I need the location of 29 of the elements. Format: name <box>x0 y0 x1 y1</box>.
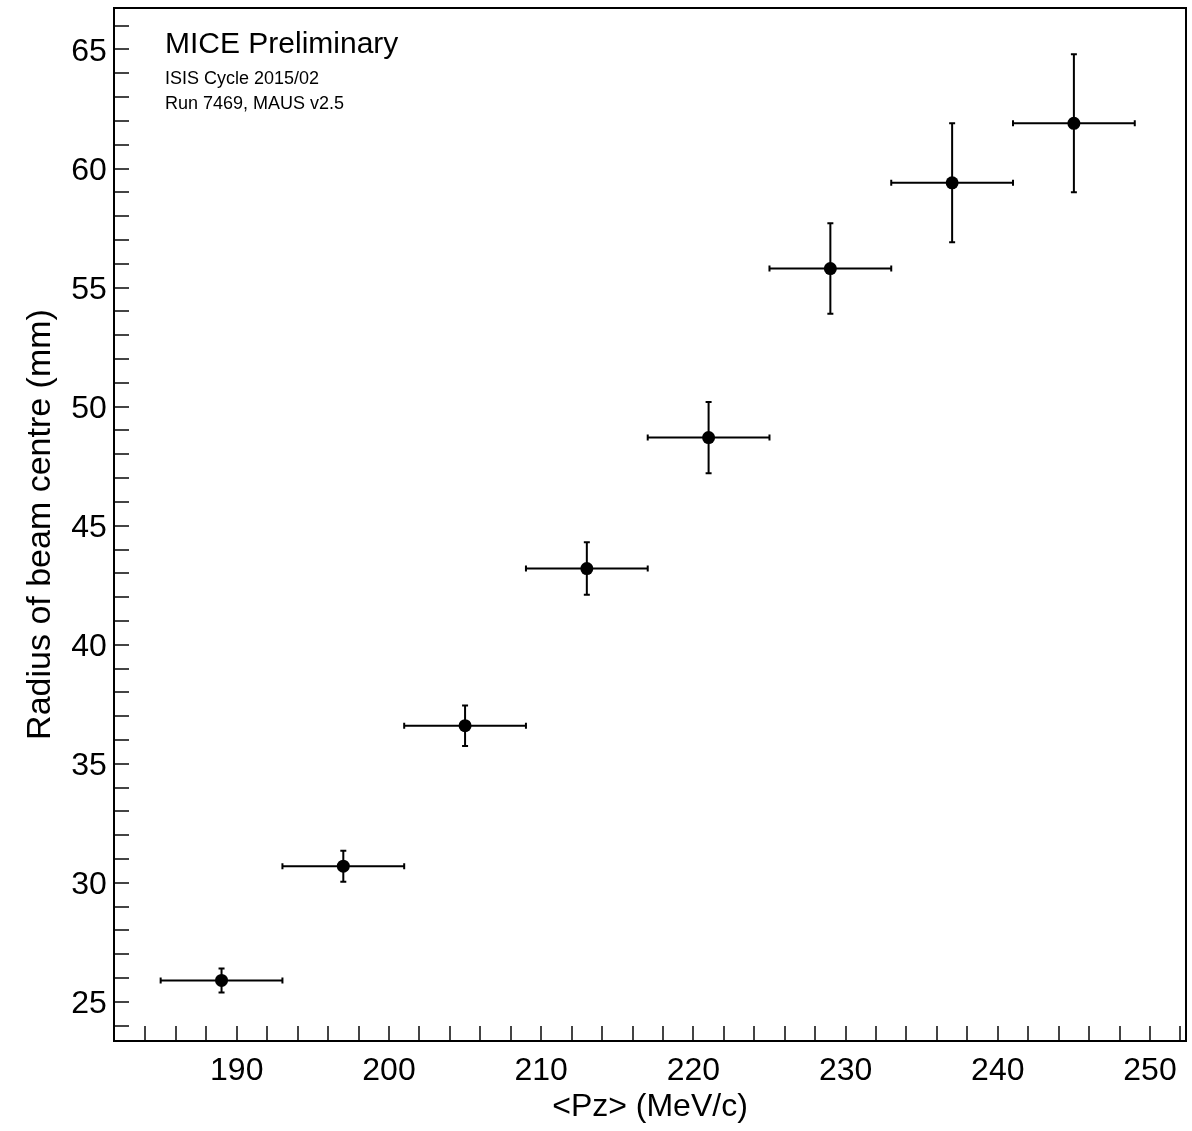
annotation: Run 7469, MAUS v2.5 <box>165 93 345 113</box>
point <box>1067 116 1081 130</box>
x-tick-label: 240 <box>971 1051 1025 1088</box>
point <box>823 262 837 276</box>
point <box>336 859 350 873</box>
point <box>702 431 716 445</box>
y-tick-label: 50 <box>71 388 107 425</box>
annotation: MICE Preliminary <box>165 26 399 59</box>
x-axis-title: <Pz> (MeV/c) <box>552 1087 748 1124</box>
y-tick-label: 55 <box>71 269 107 306</box>
x-tick-label: 220 <box>666 1051 721 1088</box>
point <box>215 973 229 987</box>
y-axis-title: Radius of beam centre (mm) <box>19 309 58 740</box>
x-tick-label: 190 <box>210 1051 264 1088</box>
point <box>580 562 594 576</box>
y-tick-label: 30 <box>71 865 107 902</box>
x-tick-label: 230 <box>818 1051 873 1088</box>
y-tick-label: 60 <box>71 150 107 187</box>
y-tick-label: 25 <box>71 984 107 1021</box>
x-tick-label: 250 <box>1123 1051 1177 1088</box>
annotation: ISIS Cycle 2015/02 <box>165 68 320 88</box>
y-tick-label: 40 <box>71 626 107 663</box>
x-tick-label: 210 <box>514 1051 568 1088</box>
y-tick-label: 45 <box>71 507 107 544</box>
point <box>945 176 959 190</box>
x-tick-label: 200 <box>362 1051 416 1088</box>
y-tick-label: 35 <box>71 746 107 782</box>
y-tick-label: 65 <box>71 31 107 68</box>
point <box>458 719 472 733</box>
